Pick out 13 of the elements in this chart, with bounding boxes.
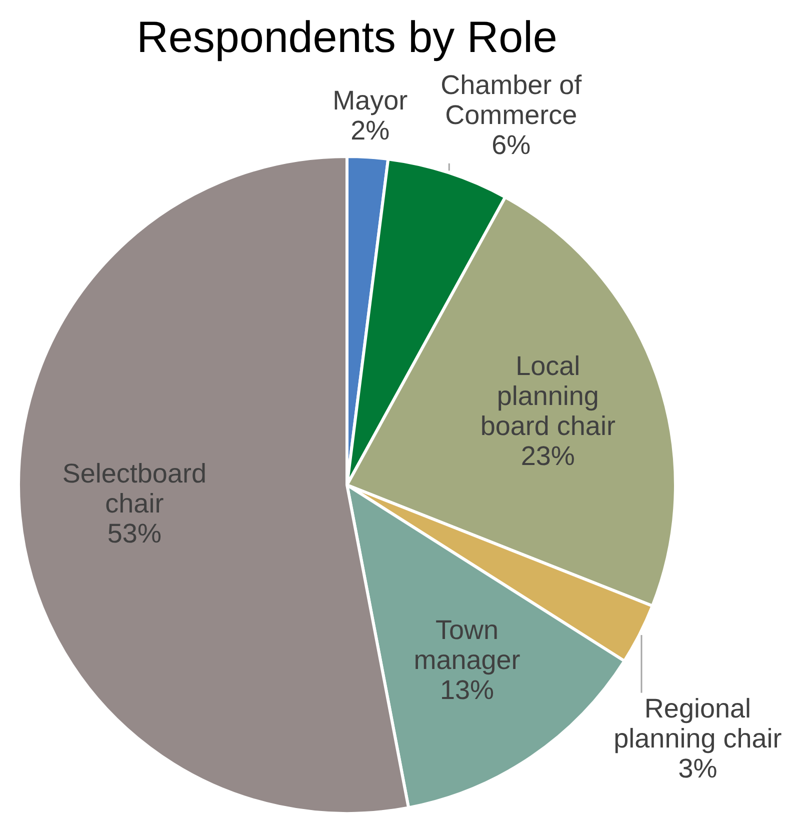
slice-label: Selectboard chair <box>62 458 206 519</box>
data-label: 53% <box>107 518 162 549</box>
slice-label: Mayor <box>332 86 408 116</box>
data-label: 3% <box>678 753 718 784</box>
data-label: 13% <box>440 675 494 706</box>
data-label: 6% <box>492 130 531 160</box>
slice-label: Local planning board chair <box>480 351 616 442</box>
chart-title: Respondents by Role <box>136 13 558 62</box>
slice-label: Chamber of Commerce <box>440 70 582 130</box>
slice-label: Town manager <box>414 615 520 676</box>
slice-label: Regional planning chair <box>614 693 782 754</box>
data-label: 23% <box>520 441 575 472</box>
data-label: 2% <box>350 116 390 146</box>
